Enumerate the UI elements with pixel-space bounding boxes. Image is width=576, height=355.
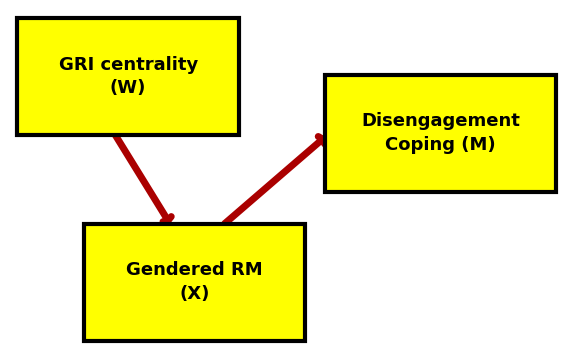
Text: Gendered RM
(X): Gendered RM (X) bbox=[126, 261, 263, 303]
FancyBboxPatch shape bbox=[17, 18, 239, 135]
FancyBboxPatch shape bbox=[325, 75, 556, 192]
Text: GRI centrality
(W): GRI centrality (W) bbox=[59, 55, 198, 97]
FancyBboxPatch shape bbox=[84, 224, 305, 341]
Text: Disengagement
Coping (M): Disengagement Coping (M) bbox=[361, 112, 520, 154]
